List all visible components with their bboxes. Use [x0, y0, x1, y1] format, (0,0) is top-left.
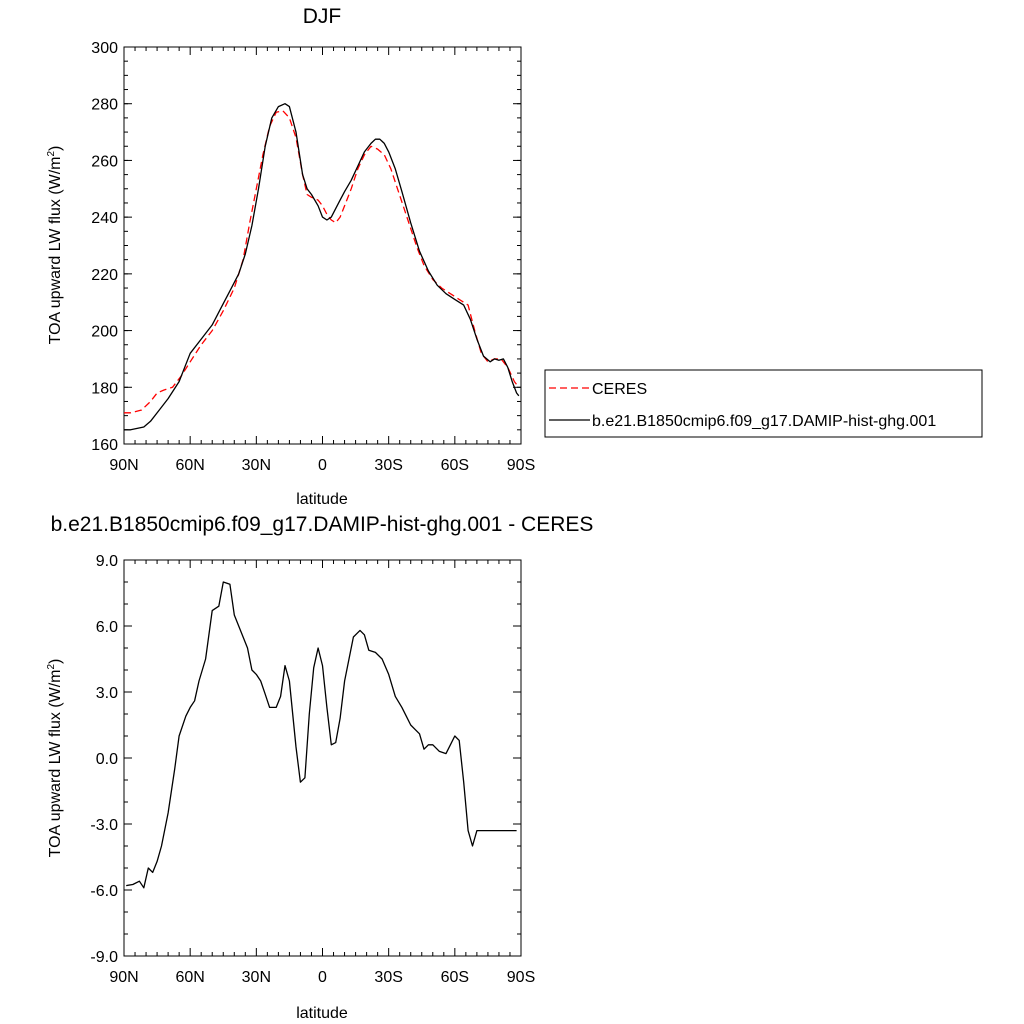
bottom-y-tick-label: 0.0 [96, 751, 118, 768]
top-y-tick-label: 280 [91, 97, 118, 114]
top-chart-plot-frame [123, 46, 522, 445]
legend-label-model: b.e21.B1850cmip6.f09_g17.DAMIP-hist-ghg.… [592, 413, 936, 430]
top-x-tick-label: 90S [507, 457, 535, 474]
bottom-x-tick-label: 60N [175, 969, 204, 986]
legend: CERES b.e21.B1850cmip6.f09_g17.DAMIP-his… [544, 369, 983, 438]
bottom-chart: b.e21.B1850cmip6.f09_g17.DAMIP-hist-ghg.… [46, 513, 593, 1022]
top-chart-title: DJF [303, 5, 342, 28]
top-x-tick-label: 30N [242, 457, 271, 474]
top-y-tick-label: 300 [91, 40, 118, 57]
top-y-tick-label: 220 [91, 267, 118, 284]
top-x-tick-label: 0 [318, 457, 327, 474]
bottom-y-tick-label: 6.0 [96, 619, 118, 636]
top-chart-x-axis-label: latitude [296, 491, 348, 508]
bottom-x-tick-label: 90N [109, 969, 138, 986]
top-y-tick-label: 160 [91, 437, 118, 454]
bottom-x-tick-label: 30N [242, 969, 271, 986]
bottom-chart-y-axis-label: TOA upward LW flux (W/m2) [46, 659, 64, 858]
top-x-tick-label: 30S [374, 457, 402, 474]
top-chart-y-axis-label: TOA upward LW flux (W/m2) [46, 146, 64, 345]
bottom-x-tick-label: 60S [441, 969, 469, 986]
bottom-x-tick-label: 90S [507, 969, 535, 986]
top-y-tick-label: 200 [91, 324, 118, 341]
bottom-y-tick-label: -3.0 [90, 817, 118, 834]
top-y-tick-label: 180 [91, 380, 118, 397]
bottom-chart-x-axis-label: latitude [296, 1005, 348, 1022]
legend-box [544, 369, 983, 438]
bottom-y-tick-label: 3.0 [96, 685, 118, 702]
bottom-y-tick-label: 9.0 [96, 553, 118, 570]
top-series-line-0 [124, 110, 520, 414]
legend-label-ceres: CERES [592, 381, 647, 398]
bottom-chart-title: b.e21.B1850cmip6.f09_g17.DAMIP-hist-ghg.… [51, 513, 594, 536]
bottom-x-tick-label: 0 [318, 969, 327, 986]
bottom-series-line-0 [126, 581, 517, 889]
bottom-x-tick-label: 30S [374, 969, 402, 986]
bottom-y-tick-label: -9.0 [90, 949, 118, 966]
bottom-y-tick-label: -6.0 [90, 883, 118, 900]
top-x-tick-label: 90N [109, 457, 138, 474]
top-x-tick-label: 60N [175, 457, 204, 474]
top-y-tick-label: 260 [91, 153, 118, 170]
top-x-tick-label: 60S [441, 457, 469, 474]
top-chart: DJF 90N 60N 30N 0 30S 60S 90S 160 180 200 220 240 26… [46, 5, 983, 508]
top-series-line-1 [124, 103, 520, 431]
top-y-tick-label: 240 [91, 210, 118, 227]
